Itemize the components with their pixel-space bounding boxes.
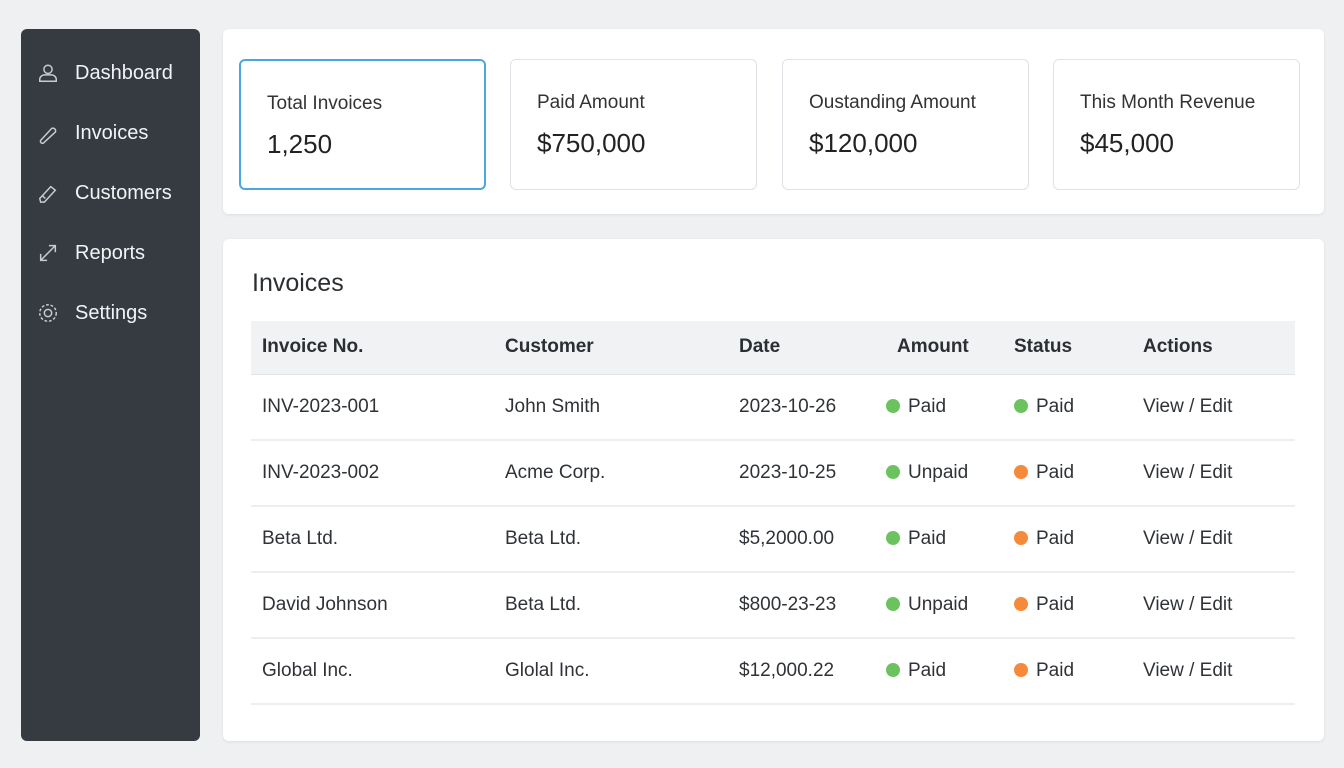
actions-cell: View / Edit	[1132, 374, 1295, 441]
stat-value: 1,250	[267, 129, 333, 159]
sidebar-item-customers[interactable]: Customers	[21, 163, 200, 223]
status-cell: Paid	[1006, 638, 1132, 705]
amount-cell: Paid	[878, 638, 1006, 705]
sidebar-item-invoices[interactable]: Invoices	[21, 103, 200, 163]
status-dot	[886, 465, 900, 479]
view-edit-link[interactable]: View / Edit	[1143, 660, 1233, 681]
status-cell: Paid	[1006, 506, 1132, 573]
paperclip-icon	[39, 127, 57, 144]
stats-panel: Total Invoices 1,250 Paid Amount $750,00…	[223, 29, 1324, 214]
amount-status: Unpaid	[908, 462, 969, 483]
stat-label: Paid Amount	[537, 92, 645, 113]
status-badge: Paid	[1036, 660, 1075, 681]
user-icon	[39, 64, 57, 82]
stat-card-outstanding-amount[interactable]: Oustanding Amount $120,000	[782, 59, 1029, 190]
status-dot	[886, 531, 900, 545]
amount-cell: Unpaid	[878, 572, 1006, 639]
table-row[interactable]: David Johnson Beta Ltd. $800-23-23 Unpaid Pa…	[251, 572, 1295, 639]
stat-value: $120,000	[809, 128, 918, 158]
gear-icon	[39, 304, 57, 322]
customer-name: Beta Ltd.	[494, 572, 728, 639]
pencil-icon	[38, 185, 57, 203]
arrows-diagonal-icon	[39, 244, 57, 262]
column-header: Actions	[1132, 321, 1295, 375]
status-badge: Paid	[1036, 594, 1075, 615]
status-cell: Paid	[1006, 440, 1132, 507]
customer-name: Glolal Inc.	[494, 638, 728, 705]
status-badge: Paid	[1036, 528, 1075, 549]
stat-card-total-invoices[interactable]: Total Invoices 1,250	[239, 59, 486, 190]
invoice-date: $800-23-23	[728, 572, 878, 639]
actions-cell: View / Edit	[1132, 638, 1295, 705]
column-header: Status	[1006, 321, 1132, 375]
status-dot	[1014, 465, 1028, 479]
amount-status: Unpaid	[908, 594, 969, 615]
section-title: Invoices	[252, 269, 344, 297]
sidebar-item-label: Invoices	[75, 121, 149, 144]
table-row[interactable]: Global Inc. Glolal Inc. $12,000.22 Paid Paid…	[251, 638, 1295, 705]
invoice-date: 2023-10-25	[728, 440, 878, 507]
status-dot	[1014, 597, 1028, 611]
view-edit-link[interactable]: View / Edit	[1143, 528, 1233, 549]
sidebar-item-dashboard[interactable]: Dashboard	[21, 43, 200, 103]
amount-status: Paid	[908, 528, 947, 549]
status-badge: Paid	[1036, 462, 1075, 483]
customer-name: John Smith	[494, 374, 728, 441]
column-header: Customer	[494, 321, 728, 375]
sidebar-item-label: Dashboard	[75, 61, 173, 84]
invoice-number: Beta Ltd.	[251, 506, 494, 573]
column-header: Amount	[878, 321, 1006, 375]
actions-cell: View / Edit	[1132, 572, 1295, 639]
actions-cell: View / Edit	[1132, 506, 1295, 573]
stat-label: This Month Revenue	[1080, 92, 1256, 113]
invoice-number: INV-2023-002	[251, 440, 494, 507]
view-edit-link[interactable]: View / Edit	[1143, 395, 1233, 417]
view-edit-link[interactable]: View / Edit	[1143, 462, 1233, 483]
status-dot	[886, 398, 900, 413]
stat-card-paid-amount[interactable]: Paid Amount $750,000	[510, 59, 757, 190]
table-row[interactable]: Beta Ltd. Beta Ltd. $5,2000.00 Paid Paid View…	[251, 506, 1295, 573]
sidebar-item-label: Customers	[75, 181, 172, 204]
stat-card-month-revenue[interactable]: This Month Revenue $45,000	[1053, 59, 1300, 190]
amount-status: Paid	[908, 660, 947, 681]
sidebar-item-label: Reports	[75, 241, 146, 264]
customer-name: Acme Corp.	[494, 440, 728, 507]
table-row[interactable]: INV-2023-001 John Smith 2023-10-26 Paid Paid…	[251, 374, 1295, 441]
stat-label: Oustanding Amount	[809, 92, 976, 113]
status-dot	[886, 663, 900, 677]
invoice-date: $12,000.22	[728, 638, 878, 705]
status-cell: Paid	[1006, 572, 1132, 639]
status-dot	[1014, 398, 1028, 413]
invoices-panel: Invoices Invoice No. Customer Date Amount St…	[223, 239, 1324, 741]
invoice-number: David Johnson	[251, 572, 494, 639]
amount-cell: Unpaid	[878, 440, 1006, 507]
status-dot	[1014, 531, 1028, 545]
amount-cell: Paid	[878, 374, 1006, 441]
column-header: Date	[728, 321, 878, 375]
sidebar-item-label: Settings	[75, 301, 148, 324]
actions-cell: View / Edit	[1132, 440, 1295, 507]
invoices-table: Invoice No. Customer Date Amount Status Actio…	[251, 321, 1295, 705]
invoice-number: Global Inc.	[251, 638, 494, 705]
sidebar-item-reports[interactable]: Reports	[21, 223, 200, 283]
status-dot	[886, 597, 900, 611]
table-row[interactable]: INV-2023-002 Acme Corp. 2023-10-25 Unpaid Pa…	[251, 440, 1295, 507]
invoice-date: 2023-10-26	[728, 374, 878, 441]
status-badge: Paid	[1036, 395, 1075, 417]
column-header: Invoice No.	[251, 321, 494, 375]
amount-status: Paid	[908, 395, 947, 417]
status-dot	[1014, 663, 1028, 677]
sidebar: Dashboard Invoices Customers Reports Set…	[21, 29, 200, 741]
amount-cell: Paid	[878, 506, 1006, 573]
stat-value: $45,000	[1080, 128, 1174, 158]
sidebar-item-settings[interactable]: Settings	[21, 283, 200, 343]
invoice-date: $5,2000.00	[728, 506, 878, 573]
view-edit-link[interactable]: View / Edit	[1143, 594, 1233, 615]
invoice-number: INV-2023-001	[251, 374, 494, 441]
stat-label: Total Invoices	[267, 93, 383, 114]
stat-value: $750,000	[537, 128, 646, 158]
status-cell: Paid	[1006, 374, 1132, 441]
customer-name: Beta Ltd.	[494, 506, 728, 573]
